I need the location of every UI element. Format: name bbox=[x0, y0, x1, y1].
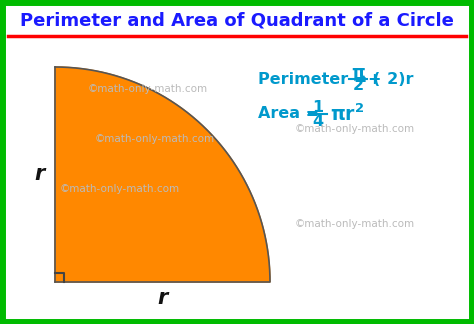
Text: Perimeter = (: Perimeter = ( bbox=[258, 72, 380, 87]
Text: Perimeter and Area of Quadrant of a Circle: Perimeter and Area of Quadrant of a Circ… bbox=[20, 11, 454, 29]
Text: + 2)r: + 2)r bbox=[368, 72, 413, 87]
Text: r: r bbox=[34, 165, 44, 184]
Text: 1: 1 bbox=[312, 100, 324, 115]
Text: r: r bbox=[157, 288, 168, 308]
Text: Area =: Area = bbox=[258, 107, 325, 122]
Text: 4: 4 bbox=[312, 113, 324, 129]
Text: $\mathbf{\pi}$r$^{\mathbf{2}}$: $\mathbf{\pi}$r$^{\mathbf{2}}$ bbox=[330, 103, 365, 125]
Text: ©math-only-math.com: ©math-only-math.com bbox=[95, 134, 215, 144]
Polygon shape bbox=[55, 67, 270, 282]
Text: 2: 2 bbox=[353, 78, 364, 94]
Text: ©math-only-math.com: ©math-only-math.com bbox=[88, 84, 208, 94]
Text: ©math-only-math.com: ©math-only-math.com bbox=[60, 184, 180, 194]
Text: $\mathbf{\pi}$: $\mathbf{\pi}$ bbox=[351, 64, 365, 82]
Text: ©math-only-math.com: ©math-only-math.com bbox=[295, 219, 415, 229]
Text: ©math-only-math.com: ©math-only-math.com bbox=[295, 124, 415, 134]
